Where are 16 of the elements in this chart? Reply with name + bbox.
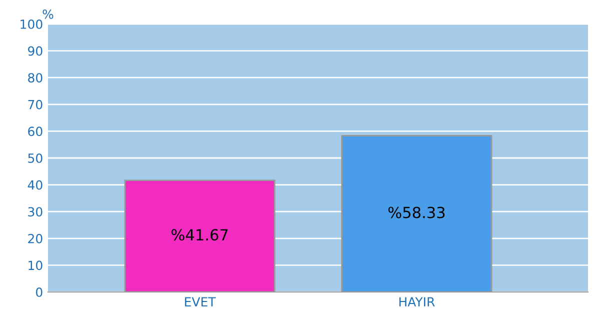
x-tick-label: EVET bbox=[185, 297, 216, 306]
y-axis-title: % bbox=[42, 9, 54, 19]
data-label: %41.67 bbox=[172, 229, 228, 241]
y-tick-label: 60 bbox=[28, 126, 42, 136]
data-label: %58.33 bbox=[388, 206, 445, 218]
y-tick-label: 0 bbox=[36, 287, 42, 297]
y-tick-label: 40 bbox=[28, 180, 42, 190]
y-tick-label: 30 bbox=[28, 207, 42, 217]
y-tick-label: 90 bbox=[28, 46, 42, 56]
y-tick-label: 70 bbox=[28, 100, 42, 110]
y-tick-label: 80 bbox=[28, 73, 42, 83]
y-tick-label: 100 bbox=[20, 19, 42, 29]
x-tick-label: HAYIR bbox=[399, 297, 435, 306]
y-tick-label: 20 bbox=[28, 234, 42, 244]
y-tick-label: 10 bbox=[28, 260, 42, 270]
y-tick-label: 50 bbox=[28, 153, 42, 163]
